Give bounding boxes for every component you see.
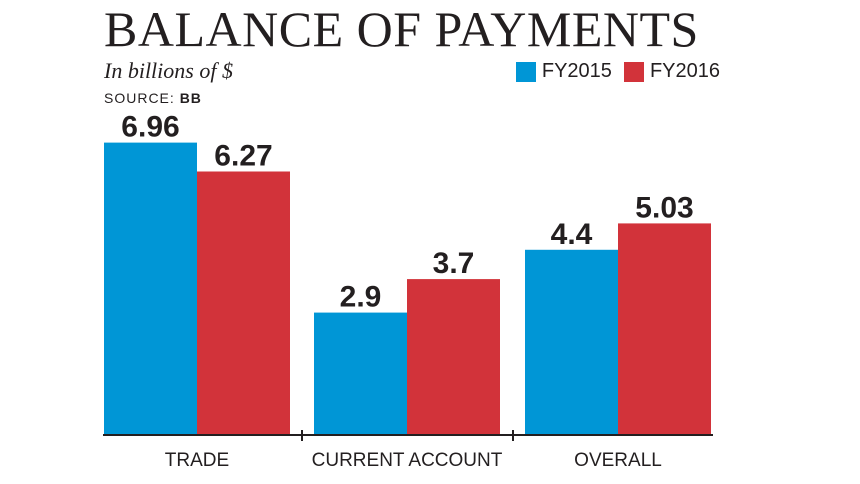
- legend-label-fy2015: FY2015: [541, 60, 612, 82]
- bar-current-account-fy2016: [407, 279, 500, 434]
- category-label-current-account: CURRENT ACCOUNT: [312, 450, 503, 471]
- legend-item-fy2016: FY2016: [623, 60, 720, 83]
- legend-item-fy2015: FY2015: [515, 60, 612, 83]
- value-label-overall-fy2015: 4.4: [551, 218, 593, 251]
- source-label: SOURCE:: [104, 90, 175, 106]
- chart-subtitle: In billions of $: [104, 58, 233, 83]
- bar-overall-fy2016: [618, 223, 711, 434]
- category-label-overall: OVERALL: [574, 450, 662, 471]
- bar-trade-fy2015: [104, 142, 197, 434]
- source-value: BB: [179, 90, 202, 106]
- bar-trade-fy2016: [197, 171, 290, 434]
- category-label-trade: TRADE: [165, 450, 229, 471]
- value-label-current-account-fy2015: 2.9: [340, 281, 382, 314]
- value-label-trade-fy2015: 6.96: [121, 111, 179, 144]
- value-label-trade-fy2016: 6.27: [214, 139, 272, 172]
- chart-legend: FY2015 FY2016: [504, 60, 720, 83]
- legend-label-fy2016: FY2016: [649, 60, 720, 82]
- value-label-overall-fy2016: 5.03: [635, 191, 693, 224]
- chart-title: BALANCE OF PAYMENTS: [104, 1, 699, 57]
- legend-swatch-fy2015: [515, 61, 536, 82]
- bar-current-account-fy2015: [314, 312, 407, 434]
- value-label-current-account-fy2016: 3.7: [433, 247, 475, 280]
- bar-overall-fy2015: [525, 249, 618, 434]
- legend-swatch-fy2016: [623, 61, 644, 82]
- chart-source: SOURCE: BB: [104, 90, 202, 106]
